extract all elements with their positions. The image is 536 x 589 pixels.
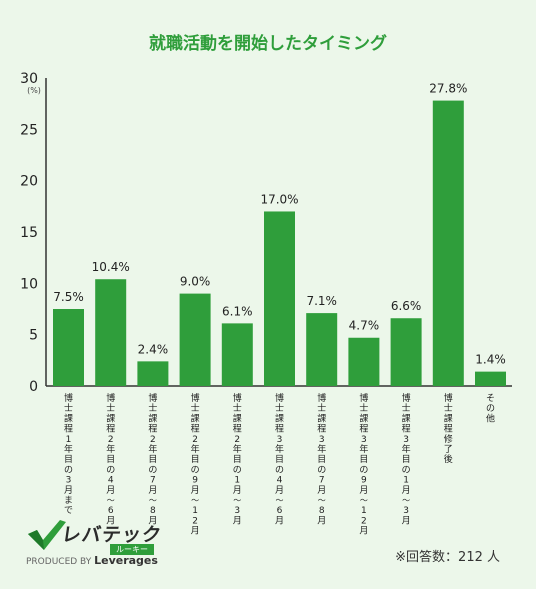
- x-tick-label: 博士課程 3 年目の 9 月〜 1 2 月: [359, 392, 368, 537]
- x-tick-label: その他: [486, 393, 495, 424]
- data-label: 27.8%: [429, 82, 467, 96]
- y-tick-label: 20: [20, 174, 38, 190]
- x-tick-label: 博士課程修了後: [444, 392, 453, 465]
- data-label: 17.0%: [260, 192, 298, 206]
- y-tick-label: 25: [20, 122, 38, 138]
- y-tick-label: 30: [20, 71, 38, 87]
- y-tick-label: 10: [20, 276, 38, 292]
- x-tick-label: 博士課程 2 年目の 7 月〜 8 月: [148, 392, 157, 526]
- x-tick-label: 博士課程 1 年目の 3 月まで: [64, 392, 73, 516]
- respondent-count: ※回答数：212 人: [395, 550, 500, 565]
- y-tick-label: 5: [29, 328, 38, 344]
- levtech-rookie-logo: レバテック ルーキー PRODUCED BY Leverages: [26, 518, 166, 568]
- produced-by-label: PRODUCED BY: [26, 557, 92, 567]
- x-tick-label: 博士課程 3 年目の 1 月〜 3 月: [402, 392, 411, 526]
- company-name: Leverages: [94, 554, 158, 567]
- y-tick-label: 15: [20, 225, 38, 241]
- x-tick-label: 博士課程 2 年目の 1 月〜 3 月: [233, 392, 242, 526]
- y-unit-label: (%): [27, 86, 41, 95]
- y-tick-label: 0: [29, 379, 38, 395]
- data-label: 9.0%: [180, 275, 211, 289]
- bar: [348, 337, 380, 386]
- data-label: 10.4%: [92, 260, 130, 274]
- data-label: 6.1%: [222, 304, 253, 318]
- bar: [53, 309, 84, 386]
- data-label: 6.6%: [391, 299, 422, 313]
- logo-text: レバテック: [60, 524, 164, 546]
- bar: [95, 279, 127, 386]
- x-tick-label: 博士課程 3 年目の 4 月〜 6 月: [275, 392, 284, 526]
- x-tick-label: 博士課程 3 年目の 7 月〜 8 月: [317, 392, 326, 526]
- bar: [390, 318, 422, 386]
- produced-by: PRODUCED BY Leverages: [26, 554, 158, 567]
- logo-subtext: ルーキー: [110, 544, 154, 555]
- bar: [306, 313, 338, 386]
- bar: [221, 323, 253, 386]
- x-tick-label: 博士課程 2 年目の 4 月〜 6 月: [106, 392, 115, 526]
- x-tick-label: 博士課程 2 年目の 9 月〜 1 2 月: [191, 392, 200, 537]
- bar: [137, 361, 169, 386]
- data-label: 1.4%: [475, 353, 506, 367]
- bar: [475, 371, 506, 386]
- bar: [432, 100, 464, 386]
- data-label: 7.1%: [306, 294, 337, 308]
- data-label: 7.5%: [53, 290, 84, 304]
- checkmark-logo-icon: [28, 520, 66, 550]
- bar: [179, 293, 211, 386]
- data-label: 2.4%: [138, 342, 169, 356]
- data-label: 4.7%: [349, 319, 380, 333]
- chart-title: 就職活動を開始したタイミング: [149, 33, 387, 54]
- bar: [264, 211, 295, 386]
